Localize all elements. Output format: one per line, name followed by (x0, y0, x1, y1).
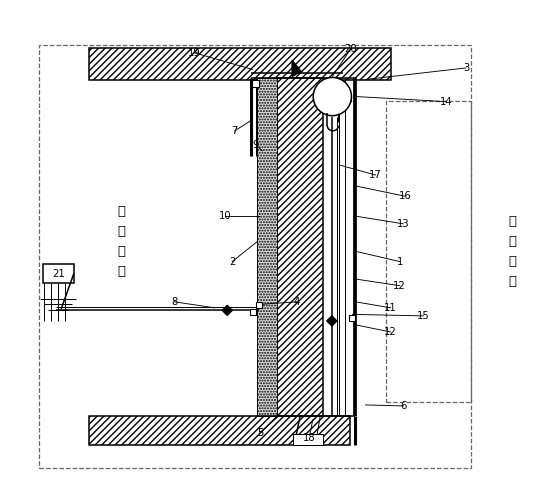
Text: 6: 6 (400, 401, 406, 411)
Polygon shape (327, 316, 337, 321)
Polygon shape (222, 305, 232, 310)
Bar (89, 416, 350, 445)
Bar (39, 45, 471, 468)
Text: 15: 15 (417, 311, 430, 321)
Bar (257, 78, 277, 416)
Bar (293, 434, 323, 445)
Text: 13: 13 (397, 219, 410, 229)
Text: 8: 8 (171, 297, 178, 307)
Text: 境: 境 (118, 265, 125, 278)
Circle shape (314, 77, 351, 116)
Bar (344, 95, 351, 101)
Bar (42, 264, 74, 283)
Text: 14: 14 (439, 97, 452, 107)
Text: 环: 环 (508, 255, 516, 268)
Text: 10: 10 (218, 211, 231, 221)
Text: 5: 5 (257, 428, 263, 438)
Polygon shape (292, 60, 301, 76)
Text: 环: 环 (118, 245, 125, 258)
Text: 2: 2 (229, 257, 235, 267)
Text: 11: 11 (384, 303, 397, 313)
Text: 16: 16 (398, 191, 411, 201)
Bar (250, 309, 256, 315)
Bar (89, 48, 390, 80)
Text: 18: 18 (303, 433, 316, 443)
Text: 3: 3 (463, 63, 469, 73)
Bar (252, 80, 259, 87)
Bar (386, 101, 471, 402)
Text: 内: 内 (118, 225, 125, 238)
Text: 19: 19 (188, 48, 201, 58)
Polygon shape (222, 310, 232, 315)
Text: 室: 室 (508, 215, 516, 228)
Bar (256, 302, 262, 308)
Text: 12: 12 (393, 281, 406, 291)
Text: 17: 17 (369, 170, 382, 180)
Text: 7: 7 (232, 126, 238, 136)
Polygon shape (327, 321, 337, 326)
Text: 21: 21 (52, 269, 64, 279)
Text: 室: 室 (118, 205, 125, 218)
Text: 9: 9 (252, 140, 259, 150)
Bar (349, 315, 355, 321)
Bar (275, 78, 323, 416)
Text: 4: 4 (294, 297, 300, 307)
Text: 外: 外 (508, 235, 516, 248)
Text: 20: 20 (344, 44, 357, 54)
Text: 境: 境 (508, 275, 516, 288)
Text: 1: 1 (397, 257, 403, 267)
Text: 12: 12 (384, 327, 397, 337)
